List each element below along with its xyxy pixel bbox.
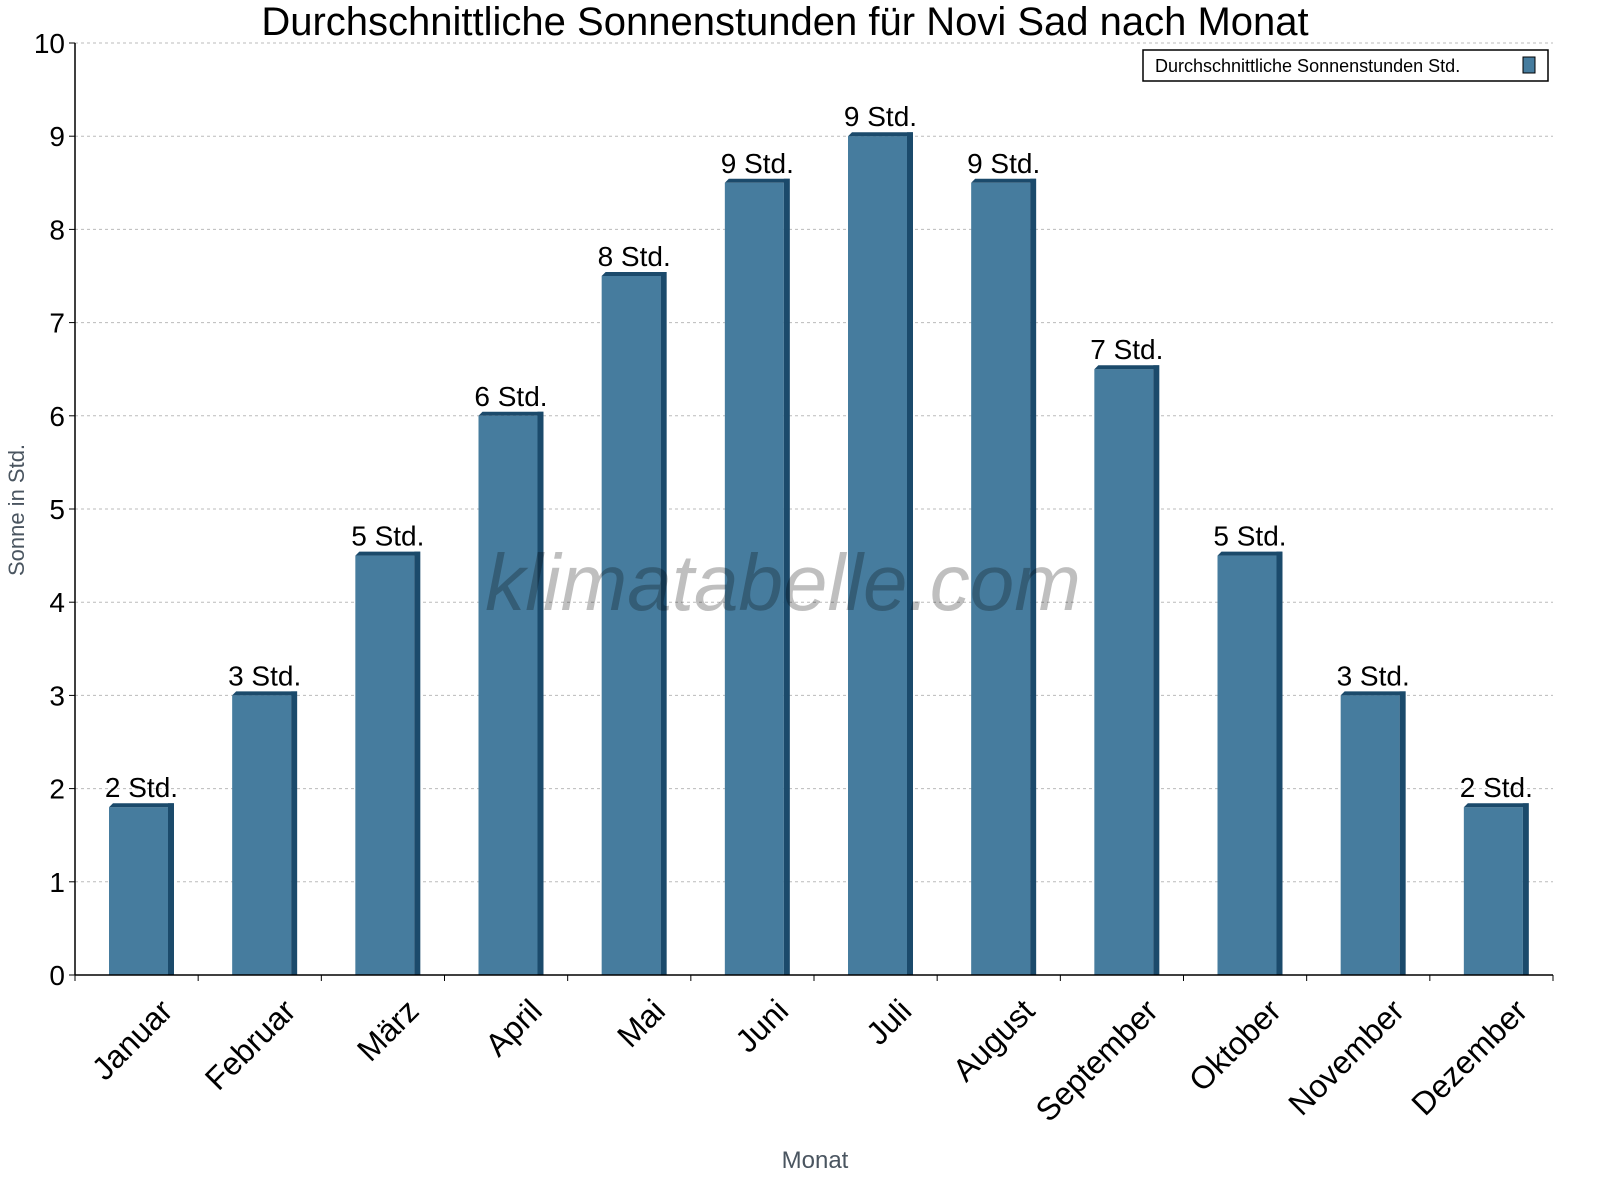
bar-top xyxy=(1340,691,1406,696)
bar-november: 3 Std. xyxy=(1337,660,1410,975)
data-label: 9 Std. xyxy=(721,148,794,179)
y-axis-label: Sonne in Std. xyxy=(4,444,29,576)
bar-side xyxy=(907,132,913,975)
bar-side xyxy=(1276,551,1283,975)
legend: Durchschnittliche Sonnenstunden Std. xyxy=(1142,49,1549,82)
bar xyxy=(1217,555,1277,975)
watermark: klimatabelle.com xyxy=(485,538,1081,627)
y-tick-label: 0 xyxy=(49,960,65,991)
bar-april: 6 Std. xyxy=(474,381,548,975)
bar xyxy=(601,276,661,975)
bar-side xyxy=(1030,178,1037,976)
x-tick-label: Mai xyxy=(610,992,672,1054)
bar xyxy=(1340,695,1400,975)
bar-side xyxy=(537,411,544,975)
bar-side xyxy=(1399,691,1406,975)
y-tick-label: 9 xyxy=(49,121,65,152)
bar-oktober: 5 Std. xyxy=(1213,521,1287,975)
bar-top xyxy=(848,132,913,137)
legend-label: Durchschnittliche Sonnenstunden Std. xyxy=(1155,56,1460,76)
data-label: 2 Std. xyxy=(105,772,178,803)
bar-september: 7 Std. xyxy=(1090,334,1163,975)
x-tick-label: März xyxy=(350,992,426,1068)
bar-side xyxy=(660,272,667,975)
bars: 2 Std. 3 Std. 5 Std. 6 Std. 8 Std. 9 Std. 9 St… xyxy=(105,101,1533,976)
bar-märz: 5 Std. xyxy=(351,521,424,975)
x-tick-label: November xyxy=(1281,992,1411,1122)
bar-side xyxy=(783,178,790,976)
x-tick-label: Januar xyxy=(85,992,180,1087)
bar-top xyxy=(232,691,298,696)
legend-swatch xyxy=(1522,56,1536,74)
y-tick-label: 5 xyxy=(49,494,65,525)
data-label: 8 Std. xyxy=(598,241,671,272)
bar-top xyxy=(724,178,790,183)
data-label: 3 Std. xyxy=(1337,660,1410,691)
data-label: 6 Std. xyxy=(474,381,547,412)
data-label: 3 Std. xyxy=(228,660,301,691)
x-tick-label: Oktober xyxy=(1182,992,1288,1098)
chart-title: Durchschnittliche Sonnenstunden für Novi… xyxy=(261,0,1308,44)
bar-top xyxy=(1217,551,1283,556)
data-label: 5 Std. xyxy=(1213,521,1286,552)
data-label: 9 Std. xyxy=(967,148,1040,179)
bar-top xyxy=(355,551,421,556)
bar-top xyxy=(1463,803,1529,808)
y-tick-label: 8 xyxy=(49,214,65,245)
bar-juni: 9 Std. xyxy=(721,148,794,976)
bar xyxy=(971,182,1031,976)
bar-side xyxy=(1522,803,1529,975)
bar-top xyxy=(971,178,1037,183)
x-axis-label: Monat xyxy=(782,1147,849,1174)
bar xyxy=(355,555,415,975)
bar xyxy=(848,136,907,975)
bar-top xyxy=(1094,365,1160,370)
bar-top xyxy=(478,411,544,416)
bar xyxy=(232,695,292,975)
y-tick-label: 10 xyxy=(34,28,65,59)
y-tick-label: 6 xyxy=(49,401,65,432)
bar xyxy=(724,182,784,976)
bar-side xyxy=(414,551,421,975)
y-tick-label: 7 xyxy=(49,308,65,339)
bar xyxy=(1094,369,1154,975)
bar-dezember: 2 Std. xyxy=(1460,772,1533,975)
x-tick-label: Juli xyxy=(859,992,918,1051)
data-label: 9 Std. xyxy=(844,101,917,132)
bar-side xyxy=(168,803,174,975)
data-label: 5 Std. xyxy=(351,521,424,552)
grid xyxy=(75,42,1553,883)
x-tick-label: Juni xyxy=(728,992,795,1059)
y-tick-label: 3 xyxy=(49,680,65,711)
bar-juli: 9 Std. xyxy=(844,101,917,975)
bar xyxy=(109,807,168,975)
x-tick-label: Dezember xyxy=(1404,992,1534,1122)
x-tick-label: Februar xyxy=(198,992,303,1097)
bar xyxy=(1463,807,1523,975)
bar xyxy=(478,415,538,975)
x-tick-label: April xyxy=(478,992,549,1063)
bar-februar: 3 Std. xyxy=(228,660,301,975)
y-tick-label: 4 xyxy=(49,587,65,618)
bar-side xyxy=(1153,365,1160,975)
bar-januar: 2 Std. xyxy=(105,772,178,975)
y-tick-label: 1 xyxy=(49,867,65,898)
data-label: 7 Std. xyxy=(1090,334,1163,365)
y-tick-label: 2 xyxy=(49,774,65,805)
x-tick-label: September xyxy=(1029,992,1165,1128)
x-tick-label: August xyxy=(946,992,1042,1088)
data-label: 2 Std. xyxy=(1460,772,1533,803)
bar-top xyxy=(601,272,667,276)
bar-side xyxy=(291,691,298,975)
bar-mai: 8 Std. xyxy=(598,241,671,975)
bar-top xyxy=(109,803,174,808)
bar-august: 9 Std. xyxy=(967,148,1040,976)
legend-box xyxy=(1142,49,1549,82)
